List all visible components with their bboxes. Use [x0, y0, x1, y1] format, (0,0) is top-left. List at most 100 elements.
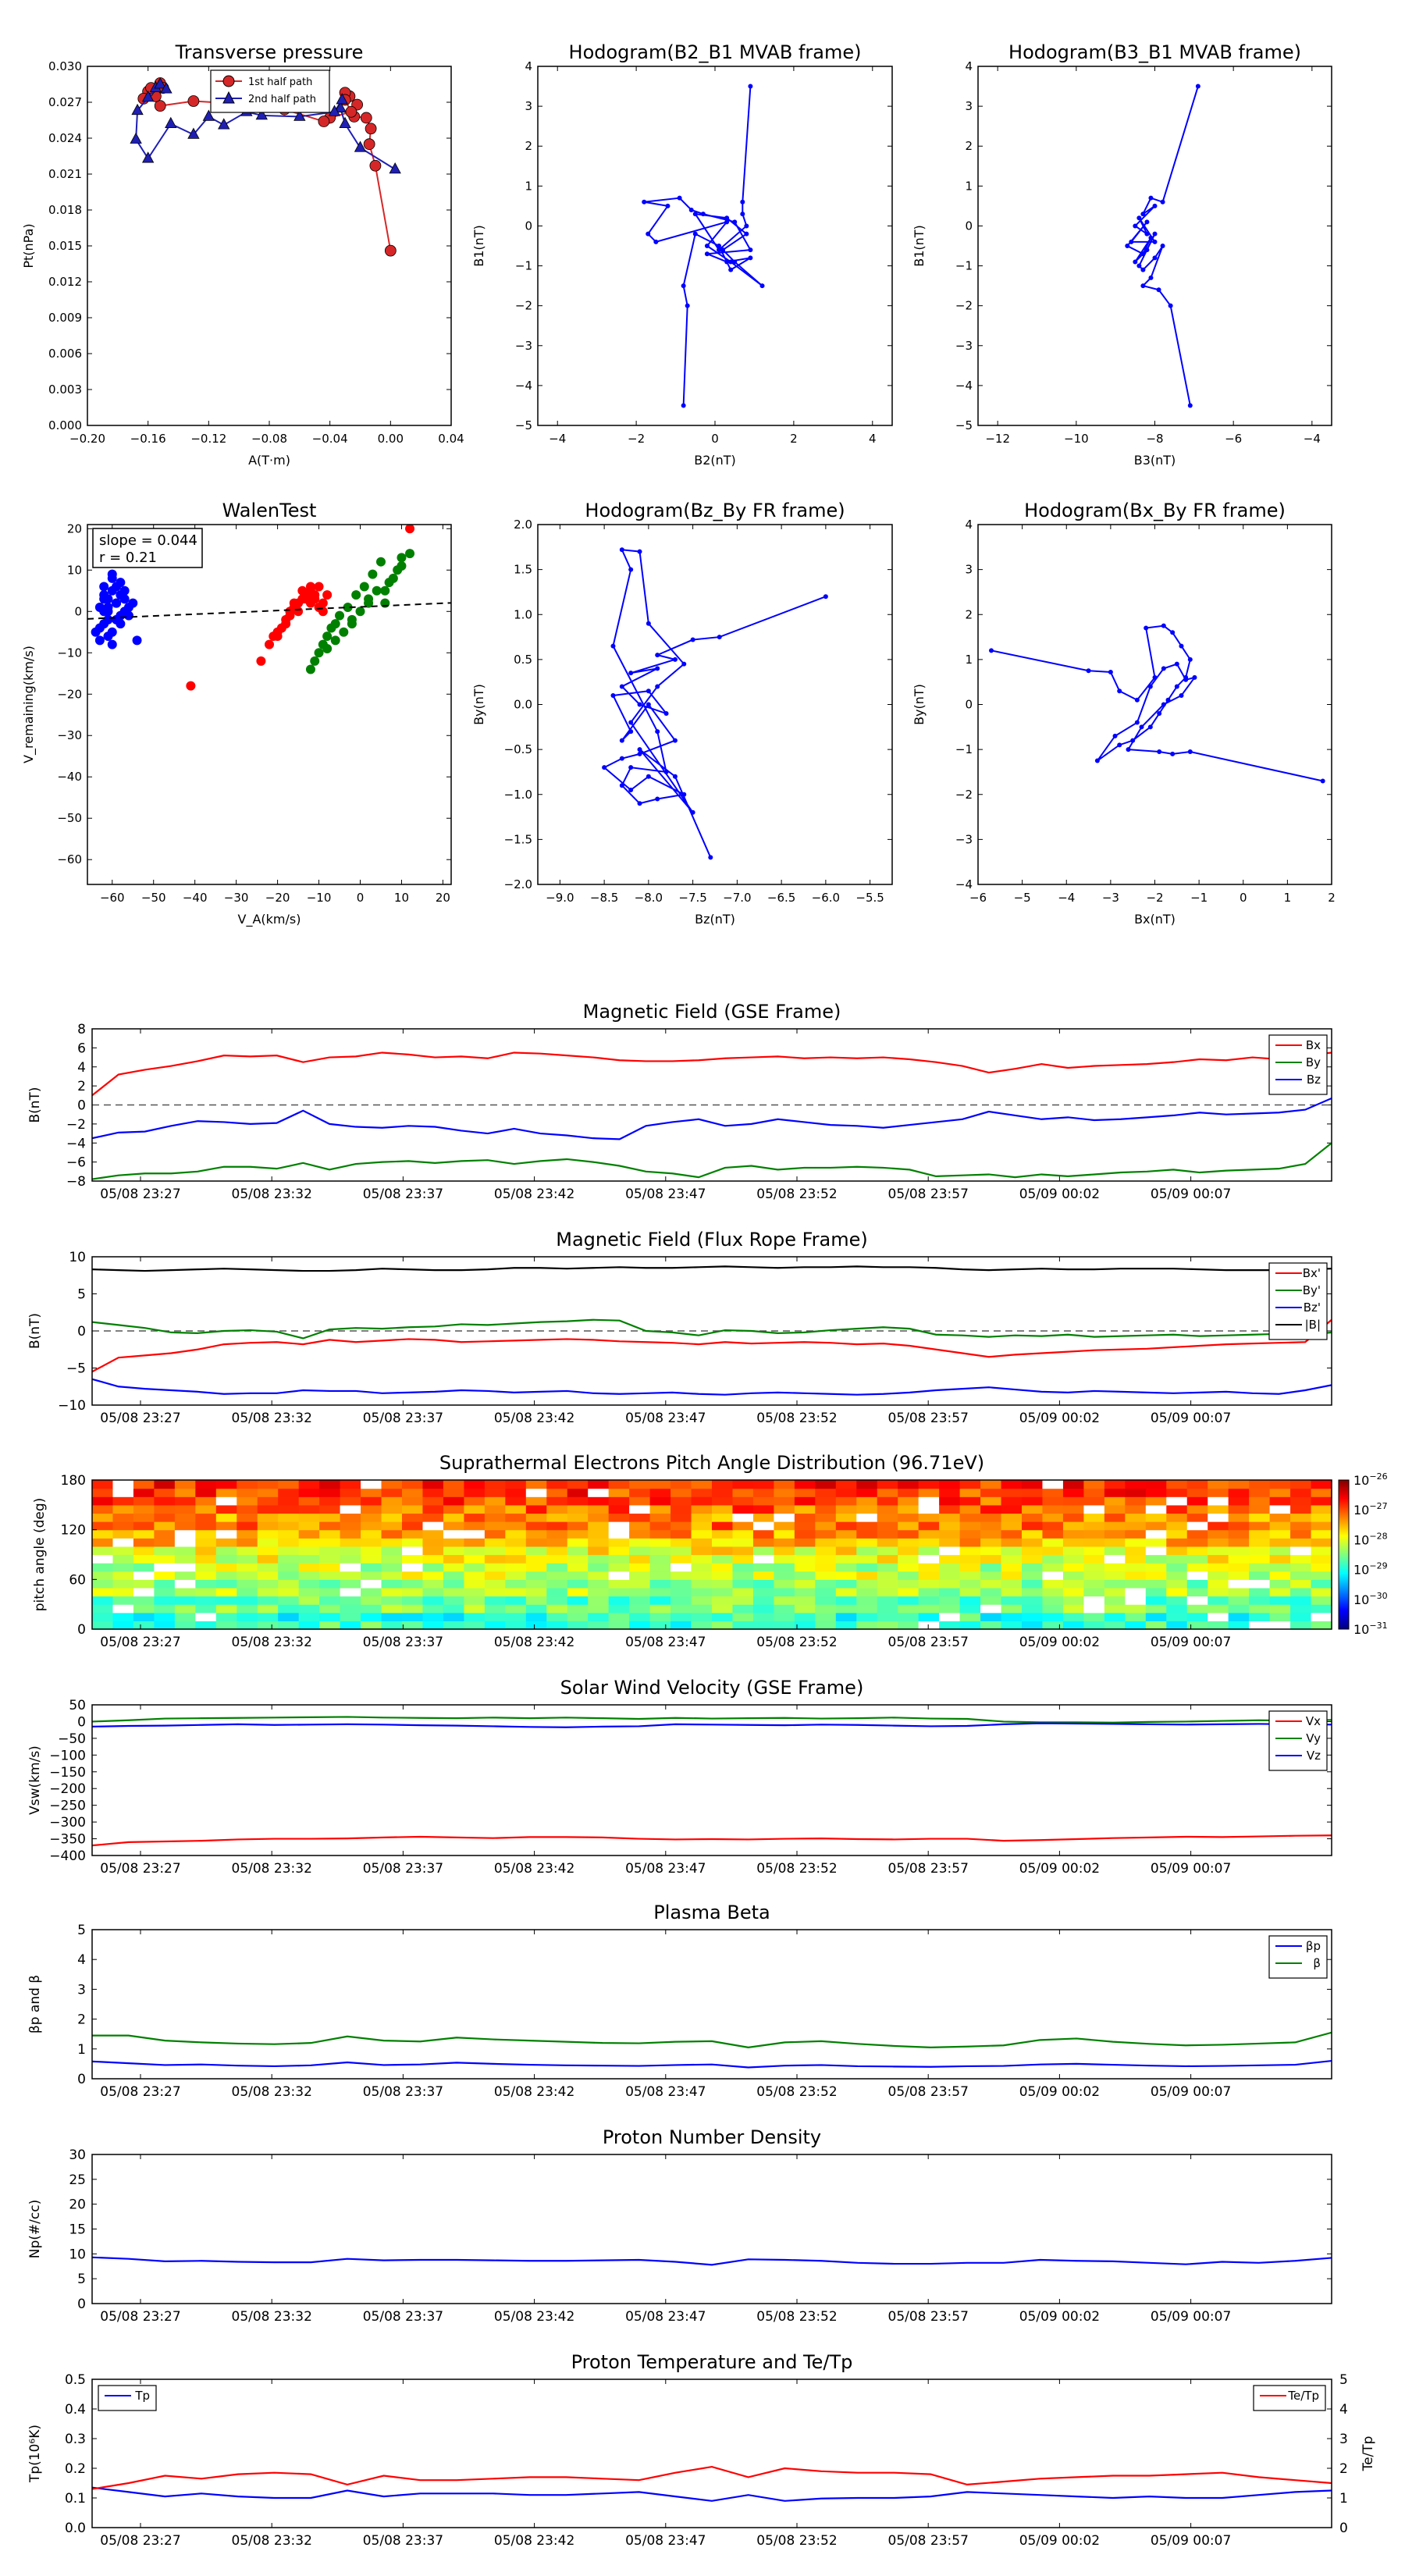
heatmap-cell [1166, 1496, 1188, 1506]
heatmap-cell [649, 1521, 671, 1531]
y-tick-label: 4 [965, 518, 973, 532]
heatmap-cell [567, 1612, 589, 1621]
legend-marker [222, 75, 235, 87]
heatmap-cell [402, 1612, 424, 1621]
heatmap-cell [1125, 1480, 1147, 1489]
x-tick-label: 05/08 23:52 [756, 2084, 837, 2100]
heatmap-cell [257, 1480, 279, 1489]
x-tick-label: 05/09 00:07 [1151, 1861, 1231, 1877]
legend-label: β [1313, 1956, 1321, 1970]
heatmap-cell [464, 1521, 486, 1531]
heatmap-cell [443, 1529, 464, 1539]
data-point [646, 688, 651, 694]
heatmap-cell [464, 1488, 486, 1497]
heatmap-cell [856, 1521, 878, 1531]
heatmap-cell [608, 1563, 630, 1572]
heatmap-cell [154, 1604, 176, 1614]
heatmap-cell [319, 1513, 341, 1522]
heatmap-cell [381, 1621, 403, 1630]
heatmap-cell [1311, 1488, 1332, 1497]
heatmap-cell [1249, 1521, 1271, 1531]
panel-solar-wind-velocity: −400−350−300−250−200−150−100−5005005/08 … [27, 1677, 1332, 1877]
heatmap-cell [174, 1546, 196, 1556]
heatmap-cell [443, 1563, 464, 1572]
heatmap-cell [1145, 1612, 1167, 1621]
heatmap-cell [691, 1621, 713, 1630]
heatmap-cell [774, 1513, 795, 1522]
heatmap-cell [1166, 1488, 1188, 1497]
heatmap-cell [774, 1488, 795, 1497]
heatmap-cell [732, 1513, 754, 1522]
heatmap-cell [691, 1563, 713, 1572]
heatmap-cell [1083, 1504, 1105, 1514]
heatmap-cell [464, 1529, 486, 1539]
heatmap-cell [112, 1554, 134, 1564]
data-point [610, 643, 616, 649]
heatmap-cell [546, 1563, 568, 1572]
data-point [202, 109, 215, 121]
heatmap-cell [588, 1563, 610, 1572]
heatmap-cell [1311, 1554, 1332, 1564]
heatmap-cell [237, 1504, 258, 1514]
heatmap-cell [112, 1563, 134, 1572]
heatmap-cell [1290, 1612, 1312, 1621]
x-axis-label: Bx(nT) [1134, 912, 1176, 927]
y-tick-label: 1.0 [514, 607, 532, 621]
heatmap-cell [1042, 1612, 1064, 1621]
colorbar-tick-label: 10−30 [1353, 1591, 1388, 1607]
heatmap-cell [794, 1563, 816, 1572]
data-point [1108, 670, 1113, 675]
heatmap-cell [959, 1496, 981, 1506]
heatmap-cell [92, 1538, 114, 1547]
heatmap-cell [1208, 1488, 1229, 1497]
heatmap-cell [1125, 1579, 1147, 1589]
heatmap-cell [237, 1579, 258, 1589]
heatmap-cell [1062, 1554, 1084, 1564]
heatmap-cell [195, 1571, 217, 1580]
data-point [1136, 215, 1142, 221]
heatmap-cell [732, 1546, 754, 1556]
heatmap-cell [319, 1621, 341, 1630]
heatmap-cell [381, 1596, 403, 1605]
heatmap-cell [649, 1554, 671, 1564]
heatmap-cell [898, 1596, 919, 1605]
legend-box [1253, 2385, 1326, 2411]
heatmap-cell [257, 1579, 279, 1589]
data-point [1140, 251, 1146, 257]
heatmap-cell [1001, 1546, 1023, 1556]
heatmap-cell [980, 1513, 1002, 1522]
heatmap-cell [877, 1563, 898, 1572]
heatmap-cell [1208, 1596, 1229, 1605]
heatmap-cell [1311, 1563, 1332, 1572]
heatmap-cell [1269, 1587, 1291, 1597]
heatmap-cell [1125, 1571, 1147, 1580]
heatmap-cell [608, 1529, 630, 1539]
heatmap-cell [1062, 1538, 1084, 1547]
heatmap-cell [567, 1596, 589, 1605]
heatmap-cell [898, 1488, 919, 1497]
heatmap-cell [918, 1621, 940, 1630]
heatmap-cell [608, 1546, 630, 1556]
data-point [255, 109, 268, 120]
x-tick-label: −4 [1304, 432, 1321, 446]
heatmap-cell [1022, 1480, 1044, 1489]
y-tick-label: 30 [69, 2147, 86, 2163]
heatmap-cell [588, 1579, 610, 1589]
heatmap-cell [195, 1612, 217, 1621]
heatmap-cell [774, 1604, 795, 1614]
heatmap-cell [174, 1579, 196, 1589]
heatmap-cell [567, 1546, 589, 1556]
heatmap-cell [1042, 1488, 1064, 1497]
y-tick-label: 3 [525, 99, 532, 113]
heatmap-cell [1125, 1546, 1147, 1556]
heatmap-cell [752, 1571, 774, 1580]
heatmap-cell [712, 1563, 734, 1572]
heatmap-cell [402, 1563, 424, 1572]
heatmap-cell [1042, 1480, 1064, 1489]
heatmap-cell [1145, 1587, 1167, 1597]
heatmap-cell [1186, 1563, 1208, 1572]
y-tick-label: −3 [955, 832, 973, 846]
heatmap-cell [340, 1621, 361, 1630]
heatmap-cell [980, 1529, 1002, 1539]
heatmap-cell [484, 1579, 506, 1589]
